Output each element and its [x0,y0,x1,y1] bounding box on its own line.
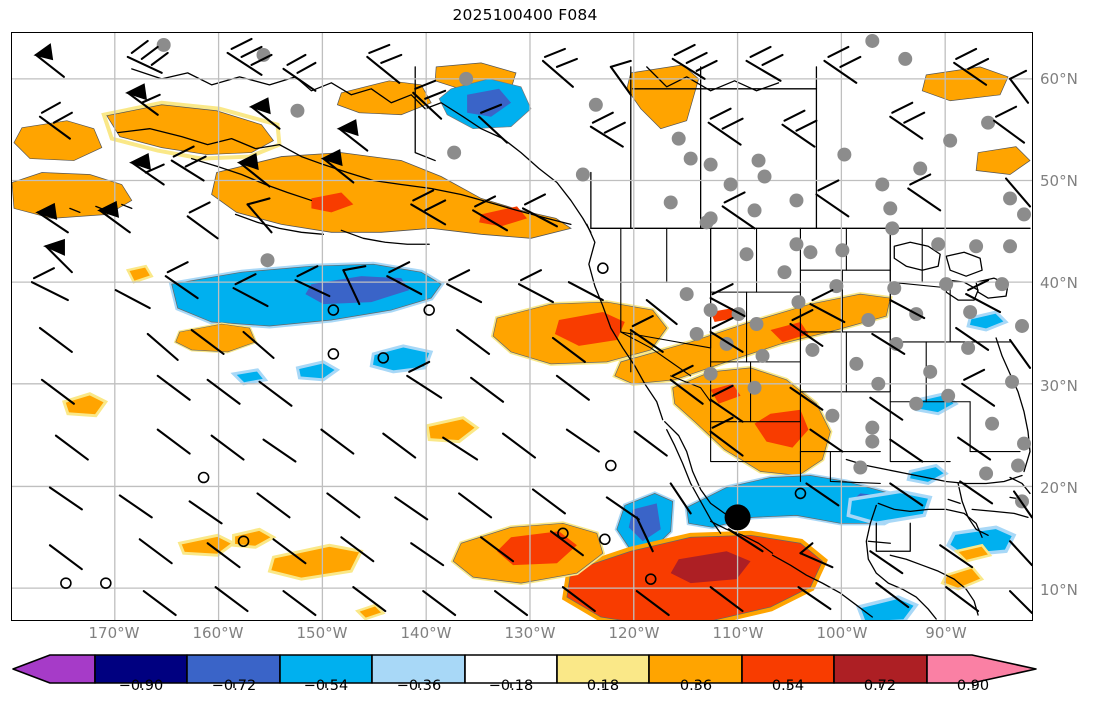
cb-swatch-0 [12,654,96,684]
page-title: 2025100400 F084 [452,6,598,24]
cb-tick-label-1: −0.72 [211,678,257,694]
lon-tick-120w: 120°W [608,624,660,642]
cb-tick-label-7: 0.54 [771,678,805,694]
cb-swatch-4 [371,654,466,684]
lon-tick-130w: 130°W [504,624,556,642]
colorbar-swatches [12,654,1037,688]
cb-tick-label-6: 0.36 [679,678,713,694]
colorbar[interactable] [0,650,1105,712]
lon-tick-110w: 110°W [712,624,764,642]
tc-center-marker [724,504,751,531]
cb-swatch-10 [926,654,1037,684]
lon-tick-90w: 90°W [925,624,967,642]
lat-tick-60n: 60°N [1040,70,1078,88]
wind-barbs-layer [30,37,1032,617]
cb-tick-label-3: −0.36 [396,678,442,694]
lat-tick-50n: 50°N [1040,172,1078,190]
lat-tick-10n: 10°N [1040,581,1078,599]
lon-tick-100w: 100°W [816,624,868,642]
lat-tick-40n: 40°N [1040,274,1078,292]
cb-tick-label-0: −0.90 [118,678,164,694]
lon-tick-150w: 150°W [296,624,348,642]
cb-tick-label-4: −0.18 [488,678,534,694]
lon-tick-170w: 170°W [88,624,140,642]
cb-tick-label-2: −0.54 [303,678,349,694]
cb-swatch-2 [186,654,281,684]
station-markers [156,33,1032,509]
map-canvas [12,33,1032,620]
map-panel[interactable] [11,32,1033,621]
cb-tick-label-9: 0.90 [956,678,990,694]
lon-tick-160w: 160°W [192,624,244,642]
lat-tick-30n: 30°N [1040,377,1078,395]
cb-swatch-5 [464,654,558,684]
cb-swatch-3 [279,654,373,684]
lon-tick-140w: 140°W [400,624,452,642]
shaded-anomaly-field [12,62,1031,620]
colorbar-ticks [140,683,974,688]
cb-tick-label-8: 0.72 [863,678,897,694]
lat-tick-20n: 20°N [1040,479,1078,497]
calm-wind-markers [60,262,807,589]
cb-tick-label-5: 0.18 [586,678,620,694]
cb-swatch-7 [648,654,743,684]
